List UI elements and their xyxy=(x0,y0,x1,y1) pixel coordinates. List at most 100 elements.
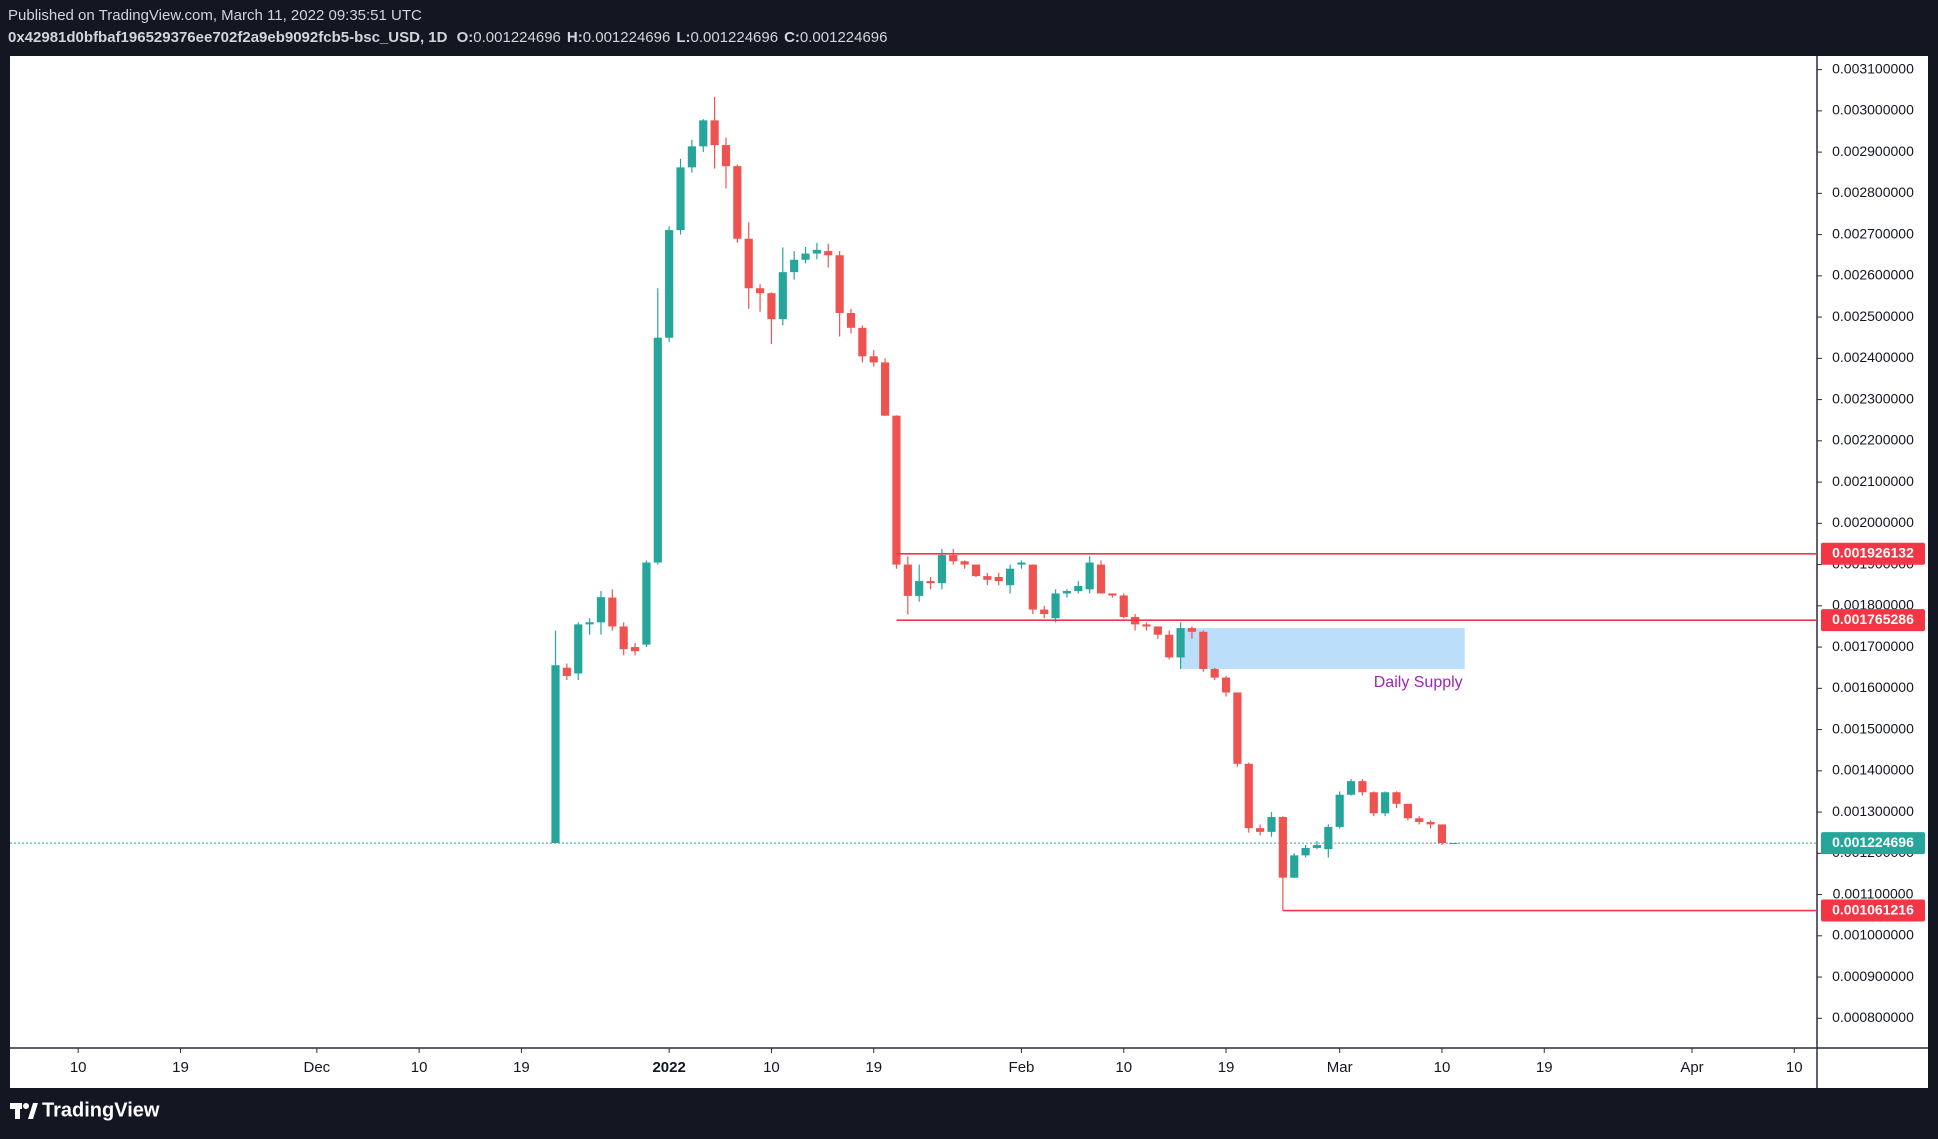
y-tick-label: 0.003000000 xyxy=(1832,102,1914,118)
last-price-badge xyxy=(1821,832,1925,855)
candle-body xyxy=(892,415,901,565)
x-tick-label: 19 xyxy=(513,1059,530,1076)
y-tick-label: 0.002900000 xyxy=(1832,143,1914,159)
y-tick-label: 0.001000000 xyxy=(1832,927,1914,943)
y-tick-label: 0.001100000 xyxy=(1833,885,1914,901)
x-tick-label: 10 xyxy=(1115,1059,1132,1076)
y-tick-label: 0.002500000 xyxy=(1832,308,1914,324)
y-tick-label: 0.001700000 xyxy=(1832,638,1914,654)
y-tick-label: 0.002000000 xyxy=(1832,514,1914,530)
candle-body xyxy=(1221,677,1231,693)
candle-body xyxy=(630,647,640,652)
y-tick-label: 0.000900000 xyxy=(1832,968,1914,984)
candle-body xyxy=(937,555,947,584)
candle-body xyxy=(1244,763,1253,829)
candle-body xyxy=(994,576,1003,582)
brand-logo xyxy=(10,1103,38,1119)
candle-body xyxy=(721,145,731,167)
y-tick-label: 0.000800000 xyxy=(1832,1009,1914,1025)
candle-body xyxy=(619,626,628,650)
candle-body xyxy=(1369,792,1378,814)
y-tick-label: 0.001300000 xyxy=(1832,803,1914,819)
candle-body xyxy=(585,622,594,625)
candle-body xyxy=(767,293,776,320)
candle-body xyxy=(1142,624,1151,627)
candle-body xyxy=(653,337,662,563)
candle-body xyxy=(551,665,560,844)
candle-body xyxy=(1108,593,1117,596)
candle-body xyxy=(608,597,617,627)
candle-body xyxy=(1312,845,1322,848)
candle-body xyxy=(801,253,810,260)
published-note: Published on TradingView.com, March 11, … xyxy=(8,7,422,24)
candle-body xyxy=(812,249,821,254)
ohlc-value: 0.001224696 xyxy=(690,29,778,46)
candle-body xyxy=(1051,593,1060,619)
y-tick-label: 0.002100000 xyxy=(1832,473,1914,489)
x-tick-label: 10 xyxy=(763,1059,780,1076)
candle-body xyxy=(824,251,833,256)
candle-body xyxy=(1335,794,1344,827)
y-tick-label: 0.002300000 xyxy=(1832,390,1914,406)
candle-body xyxy=(1415,818,1424,822)
level-badge-label: 0.001926132 xyxy=(1832,545,1914,561)
candle-body xyxy=(1165,634,1174,658)
x-tick-label: Apr xyxy=(1680,1059,1703,1076)
candle-body xyxy=(1176,628,1185,658)
level-badge-label: 0.001765286 xyxy=(1832,611,1914,627)
symbol-line: 0x42981d0bfbaf196529376ee702f2a9eb9092fc… xyxy=(8,29,888,46)
candle-body xyxy=(1346,781,1356,795)
y-tick-label: 0.002700000 xyxy=(1832,225,1914,241)
ohlc-value: 0.001224696 xyxy=(473,29,561,46)
ohlc-value: 0.001224696 xyxy=(583,29,671,46)
candle-body xyxy=(1096,564,1106,594)
candle-body xyxy=(733,166,742,239)
candle-body xyxy=(949,555,958,562)
candle-body xyxy=(1437,824,1447,844)
candle-body xyxy=(1187,628,1197,632)
candle-body xyxy=(880,362,890,416)
level-badge xyxy=(1821,899,1925,922)
y-tick-label: 0.001600000 xyxy=(1832,679,1914,695)
x-tick-label: Dec xyxy=(304,1059,331,1076)
candle-body xyxy=(1085,562,1094,590)
ohlc-label: L: xyxy=(676,29,690,46)
candle-body xyxy=(1358,781,1367,793)
candle-body xyxy=(1062,590,1072,594)
candle-body xyxy=(1449,843,1458,845)
candle-body xyxy=(710,120,719,146)
ohlc-label: O: xyxy=(457,29,474,46)
candle-body xyxy=(869,356,878,363)
x-tick-label: 10 xyxy=(1786,1059,1803,1076)
candle-body xyxy=(790,259,799,273)
x-tick-label: 19 xyxy=(172,1059,189,1076)
y-tick-label: 0.001800000 xyxy=(1832,597,1914,613)
candle-body xyxy=(1006,568,1015,586)
candle-body xyxy=(971,564,981,577)
candle-body xyxy=(1426,821,1435,825)
level-badge xyxy=(1821,609,1925,632)
ohlc-label: C: xyxy=(784,29,800,46)
ohlc-value: 0.001224696 xyxy=(800,29,888,46)
candle-body xyxy=(1040,609,1049,615)
y-tick-label: 0.001400000 xyxy=(1832,762,1914,778)
x-tick-label: 10 xyxy=(1434,1059,1451,1076)
candle-body xyxy=(778,272,787,320)
y-tick-label: 0.002400000 xyxy=(1832,349,1914,365)
supply-zone xyxy=(1180,628,1465,669)
x-tick-label: 10 xyxy=(70,1059,87,1076)
candle-body xyxy=(926,581,935,584)
candle-body xyxy=(755,288,765,294)
x-tick-label: 10 xyxy=(411,1059,428,1076)
candle-body xyxy=(1267,817,1276,832)
candle-body xyxy=(1017,562,1026,565)
candle-body xyxy=(858,327,867,357)
brand-name: TradingView xyxy=(42,1099,160,1121)
level-badge xyxy=(1821,542,1925,565)
x-tick-label: Mar xyxy=(1327,1059,1353,1076)
candle-body xyxy=(835,255,844,313)
candle-body xyxy=(1233,692,1242,764)
candle-body xyxy=(1278,817,1287,878)
candle-body xyxy=(960,561,969,565)
